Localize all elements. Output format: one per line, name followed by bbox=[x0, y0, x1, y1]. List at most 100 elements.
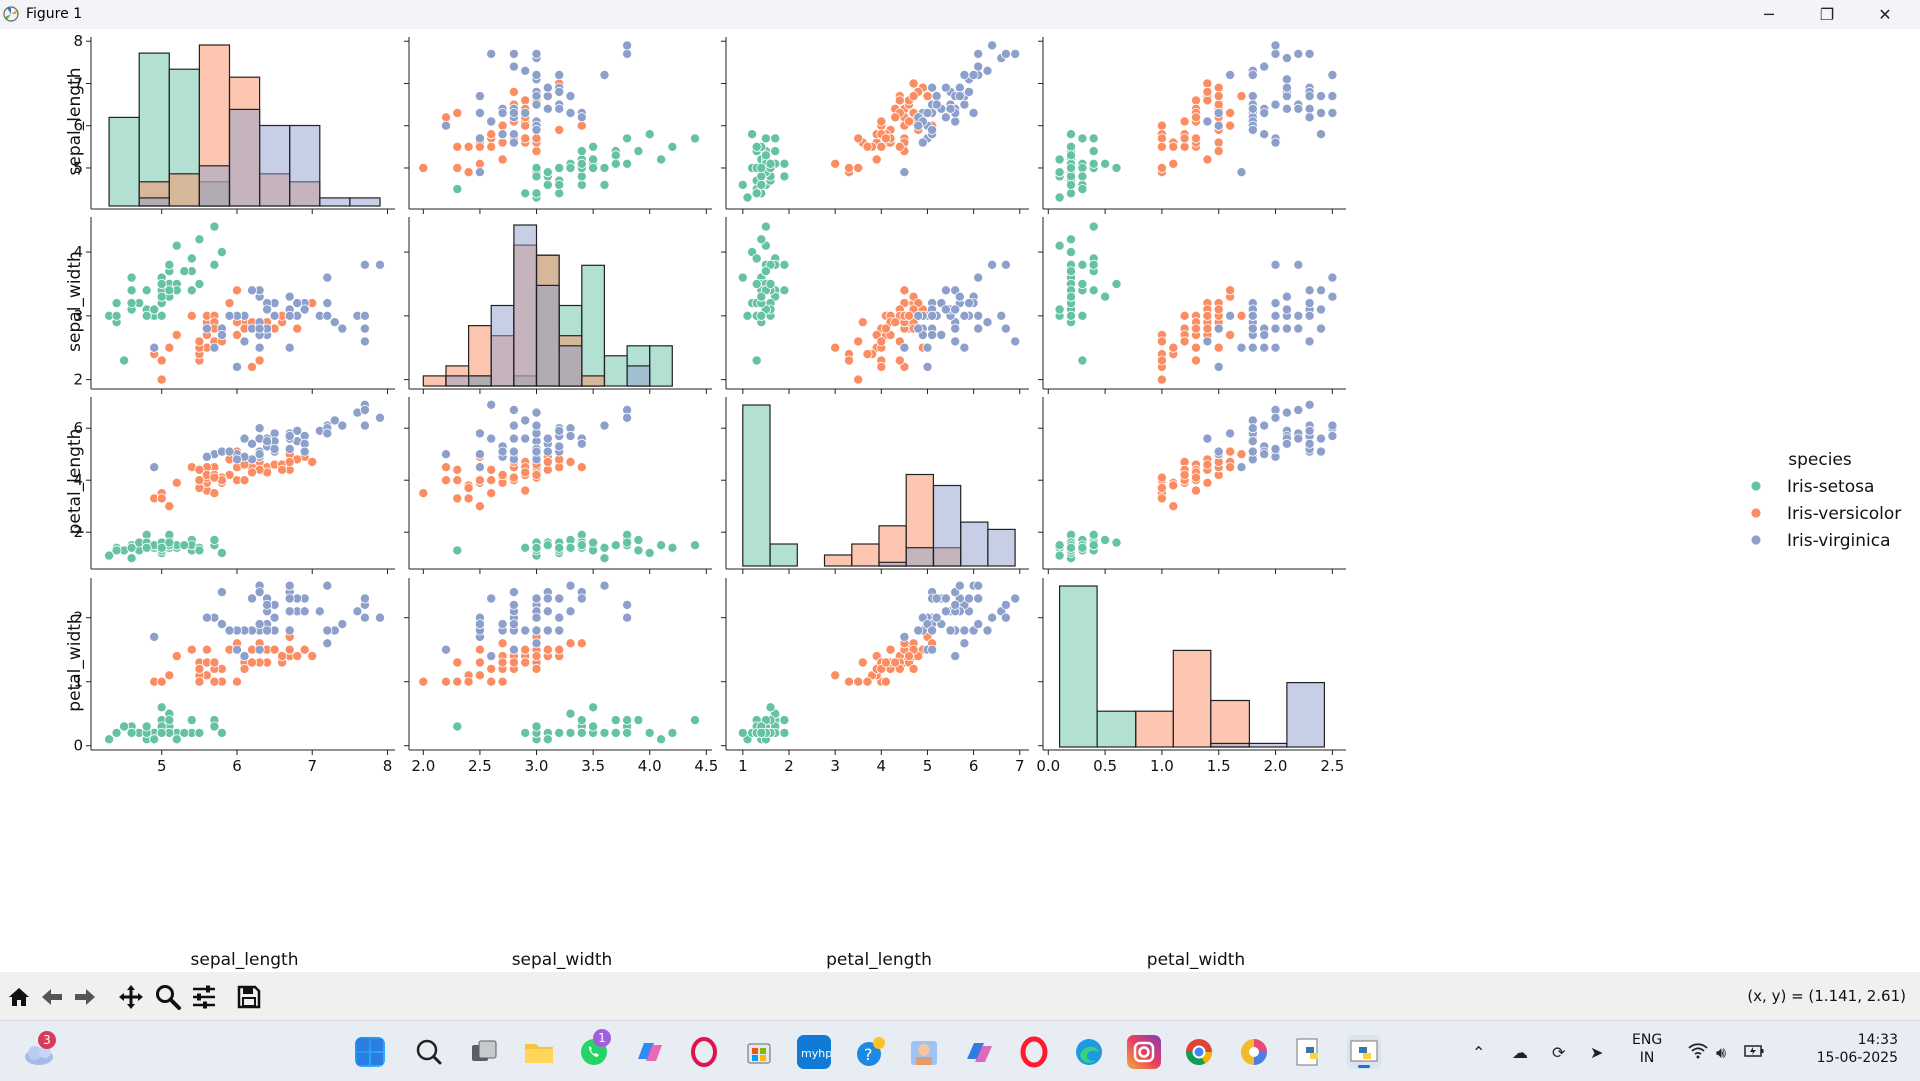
scatter-point bbox=[1066, 171, 1077, 182]
scatter-point bbox=[239, 433, 250, 444]
scatter-point bbox=[576, 171, 587, 182]
task-view-icon[interactable] bbox=[467, 1035, 501, 1069]
scatter-point bbox=[876, 116, 887, 127]
python-figure-active-icon[interactable] bbox=[1347, 1035, 1381, 1069]
colorful-app-icon[interactable] bbox=[1237, 1035, 1271, 1069]
forward-arrow-icon[interactable] bbox=[70, 982, 100, 1012]
sync-icon[interactable]: ⟳ bbox=[1552, 1043, 1566, 1062]
scatter-point bbox=[1054, 192, 1065, 203]
maximize-button[interactable]: ❐ bbox=[1819, 5, 1835, 24]
myhp-icon[interactable]: myhp bbox=[797, 1035, 832, 1069]
scatter-point bbox=[497, 446, 508, 457]
scatter-point bbox=[1088, 529, 1099, 540]
scatter-point bbox=[1281, 82, 1292, 93]
scatter-point bbox=[141, 310, 152, 321]
scatter-point bbox=[359, 612, 370, 623]
whatsapp-icon[interactable]: 1 bbox=[577, 1029, 611, 1069]
scatter-point bbox=[1293, 103, 1304, 114]
start-windows-icon[interactable] bbox=[355, 1037, 385, 1067]
search-icon[interactable] bbox=[412, 1035, 446, 1069]
close-button[interactable]: ✕ bbox=[1878, 5, 1892, 24]
scatter-point bbox=[520, 625, 531, 636]
send-icon[interactable]: ➤ bbox=[1590, 1043, 1604, 1062]
scatter-point bbox=[322, 580, 333, 591]
x-tick-label: 3.0 bbox=[525, 757, 549, 775]
scatter-point bbox=[830, 670, 841, 681]
scatter-point bbox=[452, 141, 463, 152]
scatter-point bbox=[452, 108, 463, 119]
wifi-icon[interactable] bbox=[1688, 1043, 1708, 1063]
scatter-point bbox=[922, 342, 933, 353]
scatter-point bbox=[322, 298, 333, 309]
opera-browser-icon[interactable] bbox=[1017, 1035, 1051, 1069]
home-icon[interactable] bbox=[4, 982, 34, 1012]
scatter-point bbox=[520, 95, 531, 106]
scatter-point bbox=[1077, 162, 1088, 173]
scatter-point bbox=[931, 593, 942, 604]
hist-bar bbox=[535, 284, 560, 387]
scatter-point bbox=[945, 103, 956, 114]
scatter-point bbox=[520, 727, 531, 738]
scatter-point bbox=[284, 593, 295, 604]
scatter-point bbox=[1168, 342, 1179, 353]
weather-icon[interactable]: 3 bbox=[22, 1031, 56, 1071]
scatter-point bbox=[1066, 188, 1077, 199]
microsoft-365-icon[interactable] bbox=[962, 1035, 996, 1069]
scatter-point bbox=[322, 625, 333, 636]
scatter-point bbox=[576, 179, 587, 190]
scatter-point bbox=[1202, 116, 1213, 127]
configure-subplots-icon[interactable] bbox=[189, 982, 219, 1012]
scatter-point bbox=[751, 188, 762, 199]
scatter-point bbox=[194, 464, 205, 475]
scatter-point bbox=[186, 715, 197, 726]
y-tick-label: 6 bbox=[73, 117, 83, 135]
scatter-point bbox=[908, 91, 919, 102]
scatter-point bbox=[1293, 48, 1304, 59]
get-help-icon[interactable]: ? bbox=[852, 1035, 886, 1069]
pan-icon[interactable] bbox=[116, 982, 146, 1012]
chevron-up-icon[interactable]: ⌃ bbox=[1472, 1043, 1486, 1062]
zoom-icon[interactable] bbox=[153, 982, 183, 1012]
language-indicator[interactable]: ENG IN bbox=[1632, 1031, 1662, 1067]
scatter-point bbox=[1281, 91, 1292, 102]
network-warning-icon[interactable]: ☁ bbox=[1512, 1043, 1528, 1062]
edge-browser-icon[interactable] bbox=[1072, 1035, 1106, 1069]
scatter-point bbox=[1111, 162, 1122, 173]
file-explorer-icon[interactable] bbox=[522, 1035, 556, 1069]
scatter-point bbox=[254, 355, 265, 366]
scatter-point bbox=[880, 676, 891, 687]
save-icon[interactable] bbox=[234, 982, 264, 1012]
python-idle-icon[interactable] bbox=[1292, 1035, 1326, 1069]
chrome-icon[interactable] bbox=[1182, 1035, 1216, 1069]
scatter-point bbox=[1156, 120, 1167, 131]
photos-avatar-icon[interactable] bbox=[907, 1035, 941, 1069]
scatter-point bbox=[126, 285, 137, 296]
system-clock[interactable]: 14:33 15-06-2025 bbox=[1780, 1031, 1898, 1067]
scatter-point bbox=[554, 86, 565, 97]
scatter-point bbox=[959, 625, 970, 636]
battery-icon[interactable] bbox=[1744, 1043, 1764, 1062]
minimize-button[interactable]: ─ bbox=[1764, 5, 1774, 24]
scatter-point bbox=[452, 721, 463, 732]
scatter-point bbox=[554, 188, 565, 199]
scatter-point bbox=[542, 179, 553, 190]
scatter-point bbox=[667, 141, 678, 152]
scatter-point bbox=[164, 285, 175, 296]
scatter-point bbox=[463, 482, 474, 493]
scatter-point bbox=[950, 323, 961, 334]
scatter-point bbox=[531, 407, 542, 418]
opera-gx-icon[interactable] bbox=[687, 1035, 721, 1069]
figure-canvas[interactable]: 5 6 7 8 2 3 4 2 4 6 0 1 2 5 6 7 8 2.0 2.5 3.0 3.5 4.0 4.5 1 2 3 4 5… bbox=[0, 29, 1920, 972]
scatter-point bbox=[1054, 540, 1065, 551]
microsoft-store-icon[interactable] bbox=[742, 1035, 776, 1069]
back-arrow-icon[interactable] bbox=[37, 982, 67, 1012]
scatter-point bbox=[239, 651, 250, 662]
scatter-point bbox=[973, 323, 984, 334]
instagram-icon[interactable] bbox=[1127, 1035, 1161, 1069]
scatter-point bbox=[610, 715, 621, 726]
scatter-point bbox=[542, 625, 553, 636]
scatter-point bbox=[1236, 167, 1247, 178]
copilot-icon[interactable] bbox=[632, 1035, 666, 1069]
x-axis-label: petal_width bbox=[1147, 950, 1245, 970]
volume-icon[interactable]: 🔊︎ bbox=[1716, 1043, 1727, 1062]
